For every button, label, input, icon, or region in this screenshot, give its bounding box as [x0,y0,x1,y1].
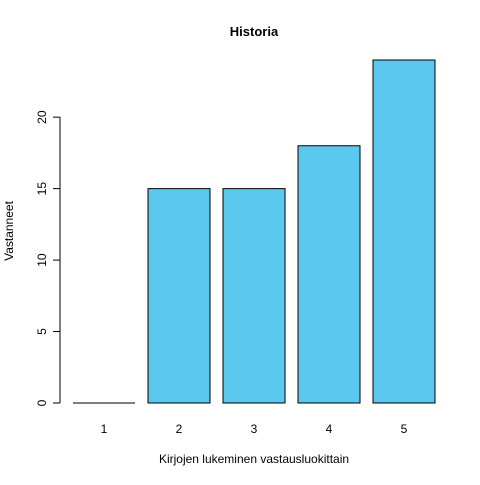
x-tick-label: 2 [176,422,183,436]
x-axis-label: Kirjojen lukeminen vastausluokittain [159,452,349,466]
y-axis: 0 5 10 15 20 [35,110,61,406]
x-tick-label: 3 [251,422,258,436]
y-tick-label: 10 [35,253,49,267]
x-tick-label: 4 [326,422,333,436]
bar [372,59,436,404]
x-tick-label: 5 [401,422,408,436]
y-tick-label: 5 [35,328,49,335]
y-axis-label: Vastanneet [2,200,16,260]
x-tick-label: 1 [101,422,108,436]
y-tick-label: 20 [35,110,49,124]
bar [297,145,361,404]
bar [147,188,211,404]
x-tick-labels: 1 2 3 4 5 [101,422,408,436]
y-tick-label: 15 [35,182,49,196]
bars [73,59,436,404]
bar [222,188,286,404]
y-tick-label: 0 [35,399,49,406]
chart-title: Historia [230,24,279,39]
